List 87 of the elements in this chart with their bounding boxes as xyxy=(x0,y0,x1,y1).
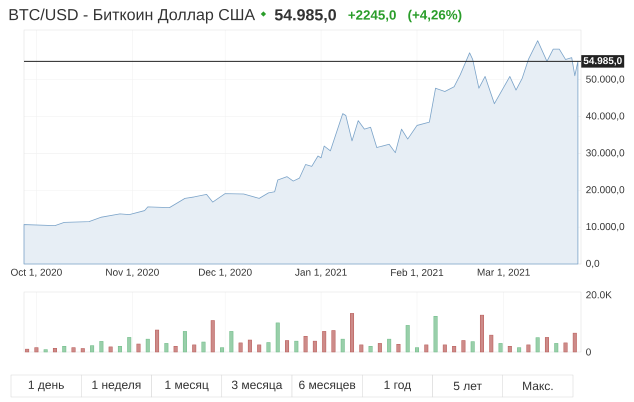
bar xyxy=(564,342,568,352)
text: 5 лет xyxy=(454,382,482,390)
bar xyxy=(192,344,196,352)
text: 1 год xyxy=(384,380,411,392)
bar xyxy=(498,343,503,352)
bar xyxy=(572,332,577,352)
bar xyxy=(136,344,141,352)
bar xyxy=(517,347,522,352)
bar xyxy=(174,346,178,352)
x-tick-label: Jan 1, 2021 xyxy=(295,268,347,277)
bar xyxy=(536,337,540,352)
bar xyxy=(118,346,122,352)
bar xyxy=(508,346,512,352)
bar xyxy=(276,322,280,352)
y-tick-label: 0 xyxy=(586,348,591,356)
bar xyxy=(452,346,456,352)
bar xyxy=(155,330,160,352)
bar xyxy=(146,338,150,352)
text: 6 месяцев xyxy=(299,380,356,392)
y-tick-label: 10.000,0 xyxy=(586,223,624,232)
bar xyxy=(424,344,428,352)
bar xyxy=(406,325,410,352)
bar xyxy=(414,347,419,352)
bar xyxy=(90,345,94,352)
bar xyxy=(294,340,298,352)
text: 1 неделя xyxy=(92,380,140,392)
bar xyxy=(544,337,549,352)
bar xyxy=(72,347,76,352)
bar xyxy=(220,347,224,352)
y-tick-label: 40.000,0 xyxy=(586,112,624,121)
bar xyxy=(285,340,290,352)
y-tick-label: 30.000,0 xyxy=(586,149,624,158)
bar xyxy=(378,343,382,352)
bar xyxy=(312,340,317,352)
bar xyxy=(99,341,104,352)
bar xyxy=(489,334,494,352)
bar xyxy=(331,330,336,352)
text: Макс. xyxy=(523,382,553,390)
bar xyxy=(368,346,373,352)
x-tick-label: Dec 1, 2020 xyxy=(199,268,252,277)
x-tick-label: Mar 1, 2021 xyxy=(478,268,530,277)
bar xyxy=(442,344,447,352)
bar xyxy=(359,344,364,352)
bar xyxy=(266,342,270,352)
y-tick-label: 0,0 xyxy=(586,260,600,268)
bar xyxy=(229,331,234,352)
text: 1 день xyxy=(28,380,64,392)
bar xyxy=(304,336,308,352)
bar xyxy=(340,338,345,352)
chart-title: BTC/USD - Биткоин Доллар США xyxy=(10,8,256,24)
bar xyxy=(164,343,168,352)
text: (+4,26%) xyxy=(408,10,462,22)
bar xyxy=(396,344,400,352)
bar xyxy=(470,341,475,352)
bar xyxy=(52,348,57,352)
y-tick-label: 20.000,0 xyxy=(586,186,624,194)
bar xyxy=(257,344,262,352)
bar xyxy=(554,343,558,352)
ref-line-label: 54.985,0 xyxy=(584,57,622,66)
bar xyxy=(350,313,354,352)
y-tick-label: 50.000,0 xyxy=(586,76,624,84)
bar xyxy=(387,338,392,352)
x-tick-label: Oct 1, 2020 xyxy=(11,268,62,277)
bar xyxy=(210,320,215,352)
x-tick-label: Nov 1, 2020 xyxy=(106,268,159,277)
bar xyxy=(238,342,243,352)
bar xyxy=(434,316,438,352)
bar xyxy=(461,340,466,352)
y-tick-label: 20.0K xyxy=(586,291,612,298)
bar xyxy=(480,314,484,352)
bar xyxy=(62,346,66,352)
chart-subtitle: 54.985,0 xyxy=(274,9,336,23)
bar xyxy=(44,349,48,352)
bar xyxy=(80,348,85,352)
bar xyxy=(34,347,38,352)
bar xyxy=(108,346,113,352)
bar xyxy=(182,331,187,352)
text: 1 месяц xyxy=(165,380,209,392)
bar xyxy=(127,337,132,352)
x-tick-label: Feb 1, 2021 xyxy=(391,268,444,278)
bar xyxy=(526,344,530,352)
bar xyxy=(322,331,326,352)
text: +2245,0 xyxy=(348,10,396,22)
text: 3 месяца xyxy=(232,380,282,392)
bar xyxy=(248,340,252,352)
bar xyxy=(201,342,206,352)
bar xyxy=(25,348,30,352)
